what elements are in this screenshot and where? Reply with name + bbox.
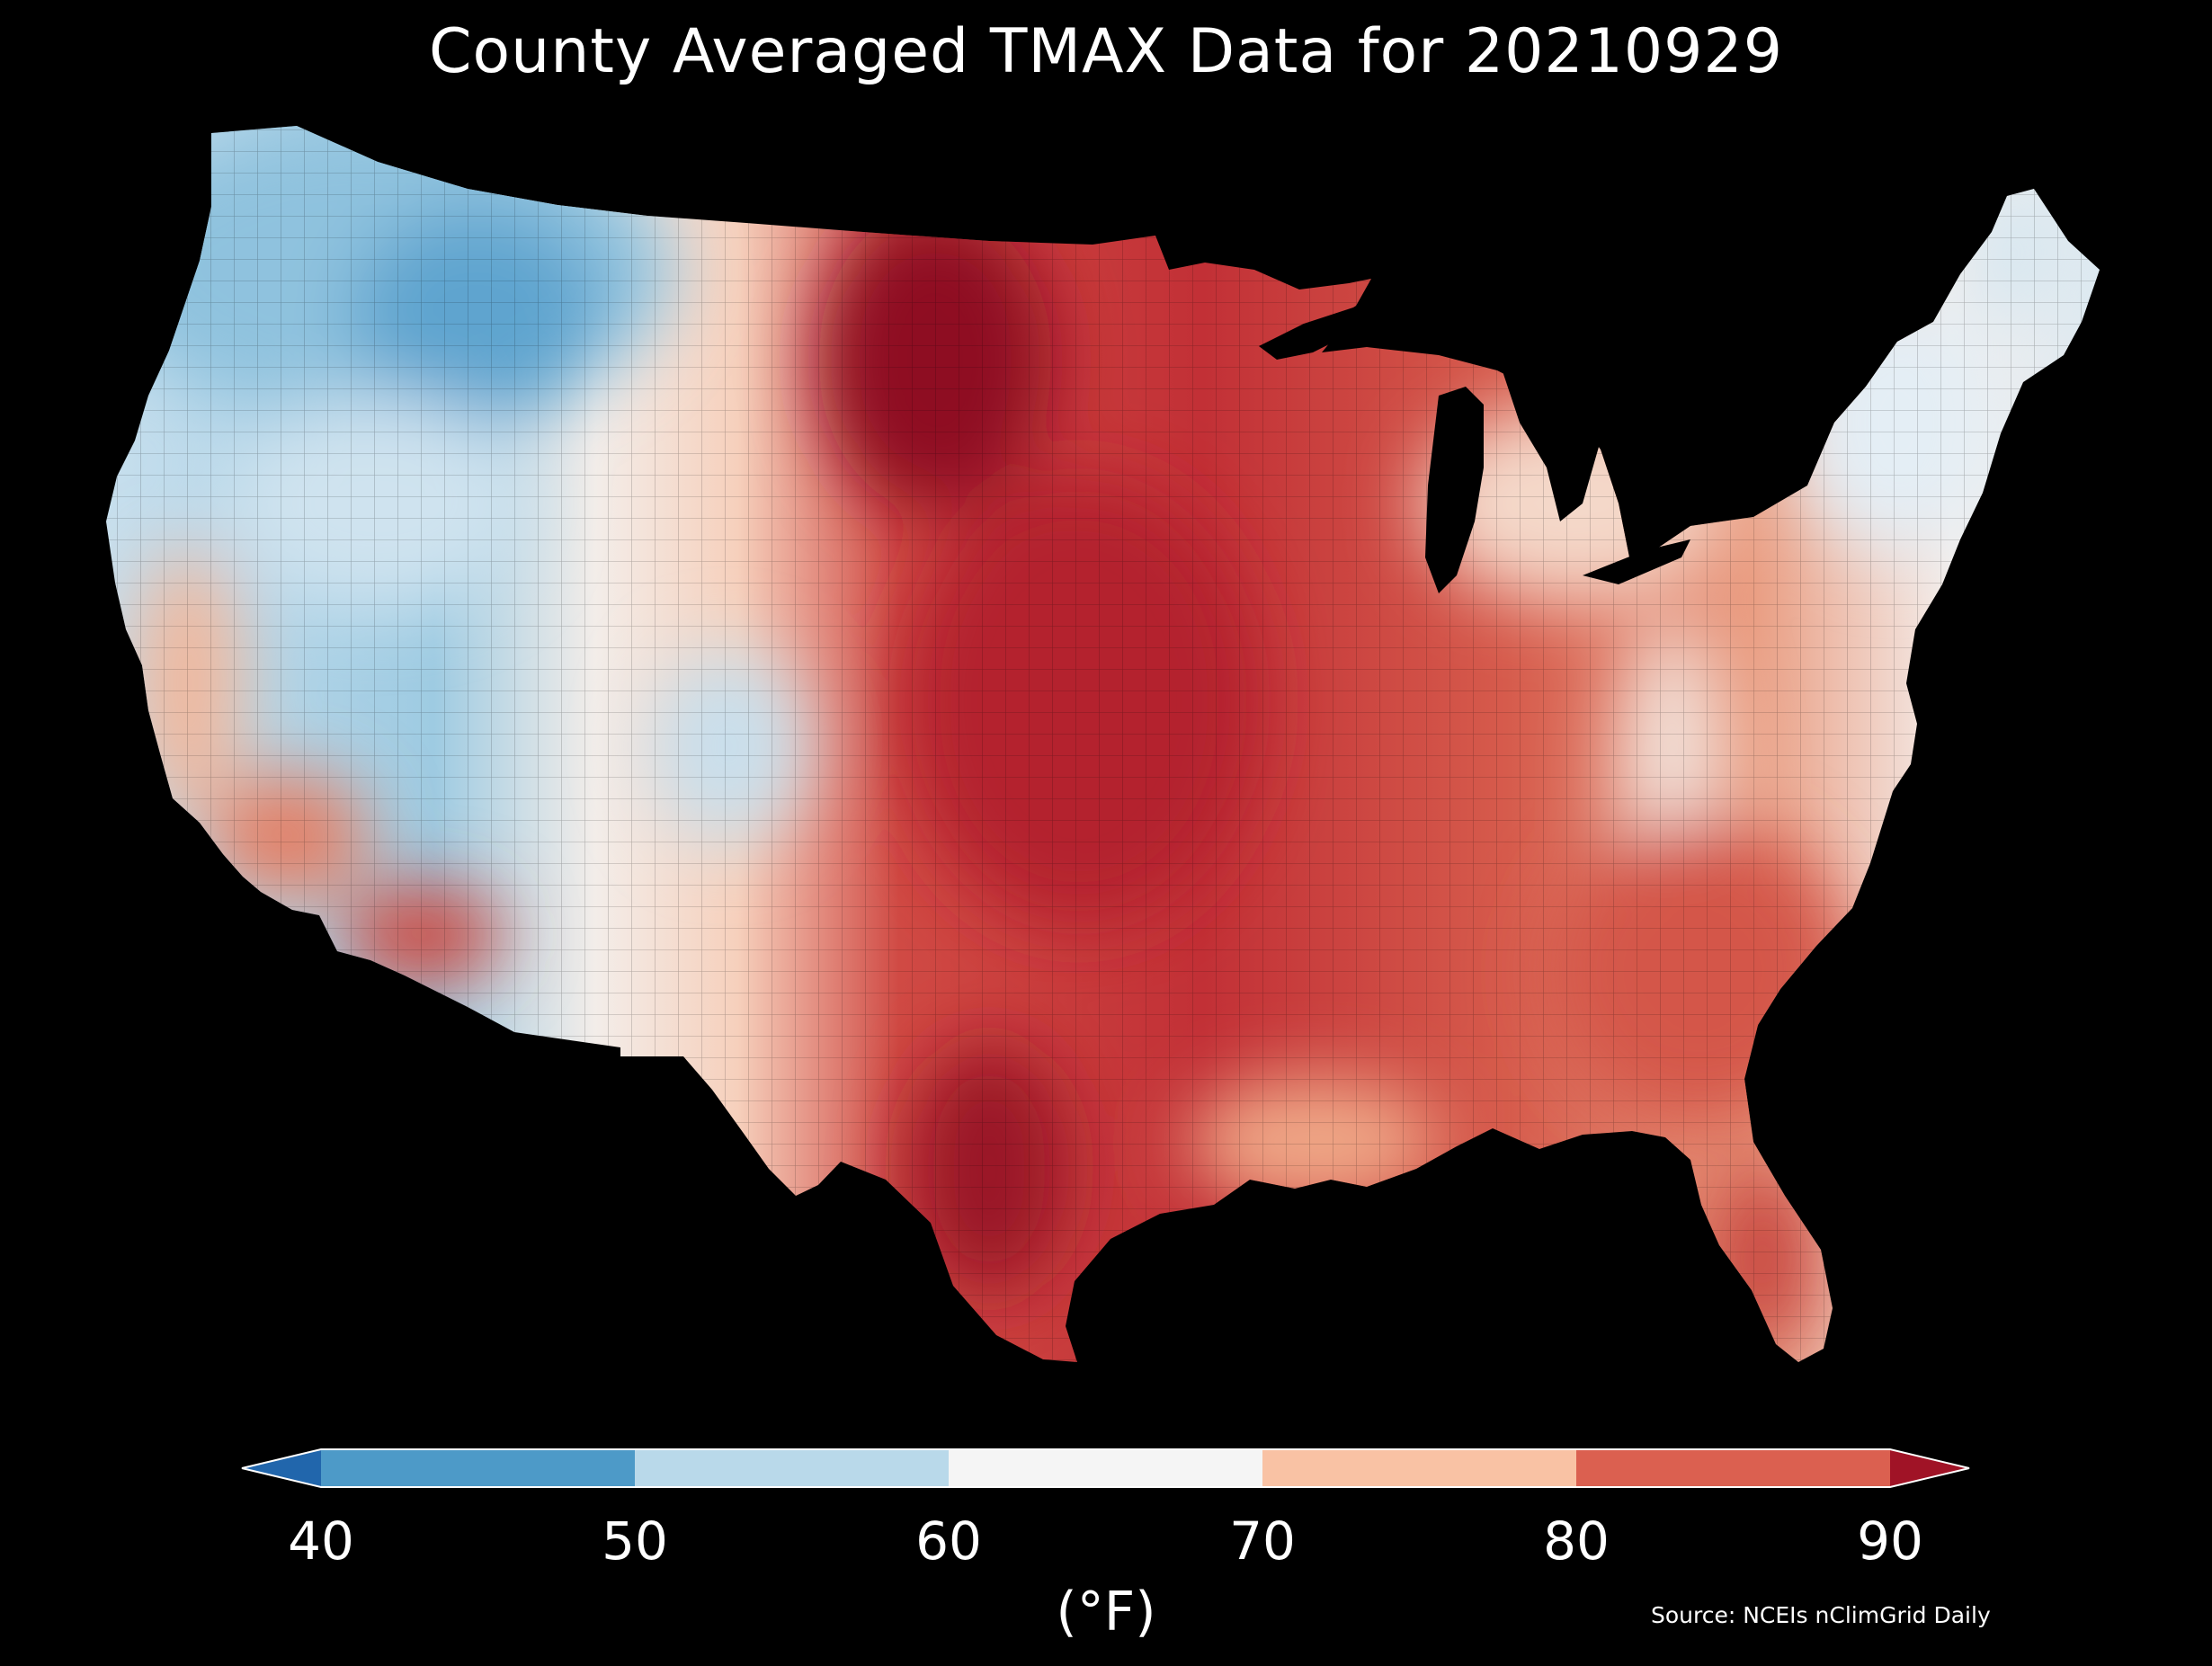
colorbar-bin-60-70 bbox=[949, 1449, 1263, 1487]
colorbar-extend-low bbox=[242, 1449, 321, 1487]
great-lakes bbox=[1259, 288, 1690, 593]
colorbar-bin-40-50 bbox=[321, 1449, 636, 1487]
colorbar-tick-70: 70 bbox=[1229, 1510, 1296, 1572]
colorbar-extend-high bbox=[1890, 1449, 1969, 1487]
lake-superior bbox=[1259, 288, 1403, 360]
colorbar-tick-50: 50 bbox=[602, 1510, 668, 1572]
colorbar-outline bbox=[241, 1448, 1970, 1488]
us-counties-layer bbox=[106, 126, 2100, 1362]
source-credit: Source: NCEIs nClimGrid Daily bbox=[1651, 1602, 1991, 1628]
lake-erie bbox=[1583, 539, 1690, 584]
colorbar-bin-50-60 bbox=[635, 1449, 950, 1487]
colorbar-tick-90: 90 bbox=[1857, 1510, 1923, 1572]
lake-michigan bbox=[1425, 387, 1484, 593]
colorbar-tick-80: 80 bbox=[1543, 1510, 1610, 1572]
colorbar-tick-40: 40 bbox=[288, 1510, 354, 1572]
colorbar-bin-80-90 bbox=[1576, 1449, 1891, 1487]
lake-huron bbox=[1502, 364, 1601, 521]
colorbar bbox=[241, 1448, 1970, 1488]
map-title: County Averaged TMAX Data for 20210929 bbox=[429, 16, 1783, 87]
colorbar-bin-70-80 bbox=[1262, 1449, 1577, 1487]
colorbar-tick-60: 60 bbox=[915, 1510, 982, 1572]
colorbar-label: (°F) bbox=[1056, 1581, 1156, 1644]
